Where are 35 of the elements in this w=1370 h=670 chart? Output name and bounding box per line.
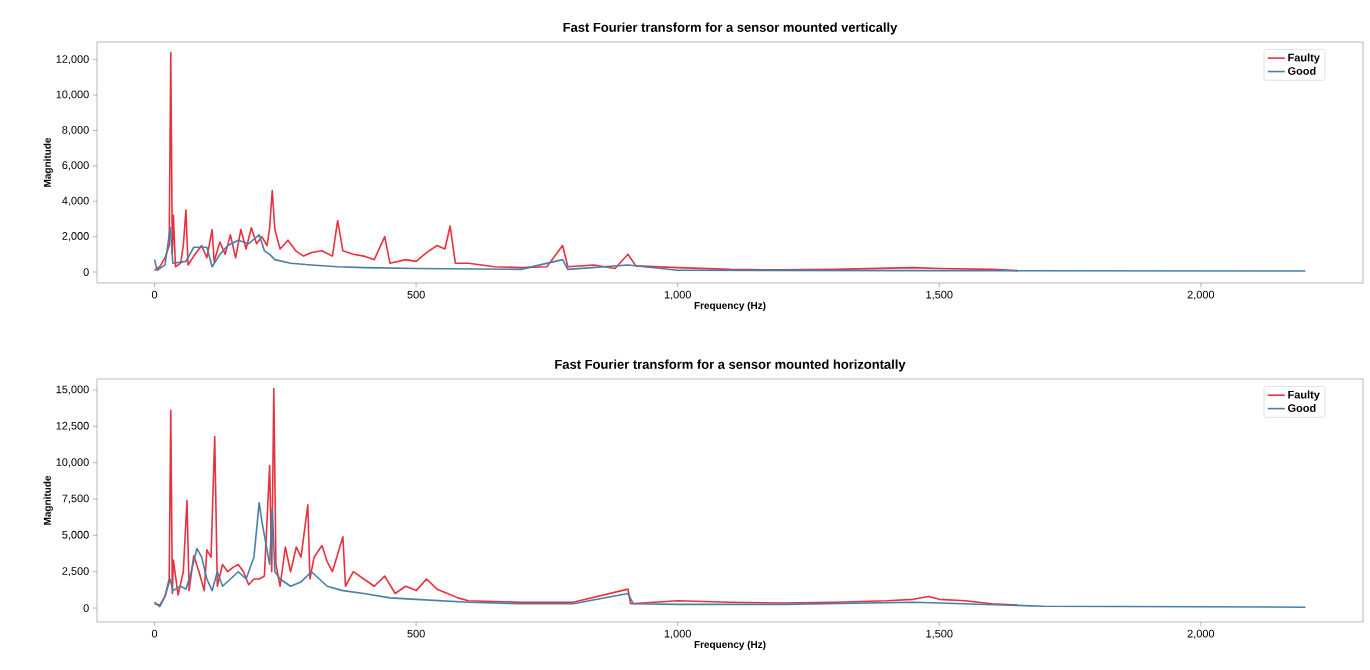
x-tick-label: 500	[407, 629, 425, 638]
legend-label: Good	[1288, 66, 1316, 75]
legend-label: Faulty	[1288, 390, 1320, 401]
x-tick-label: 0	[151, 629, 158, 638]
y-tick-label: 6,000	[62, 161, 89, 171]
legend-label: Good	[1288, 403, 1316, 412]
y-tick-label: 10,000	[56, 458, 89, 468]
y-tick-label: 4,000	[62, 196, 89, 206]
x-tick-label: 0	[151, 290, 158, 299]
x-tick-label: 1,500	[926, 629, 953, 639]
y-tick-label: 2,500	[62, 567, 89, 577]
y-tick-label: 2,000	[62, 232, 89, 242]
chart-title: Fast Fourier transform for a sensor mounted vertically	[563, 22, 898, 35]
x-tick-label: 1,000	[664, 290, 691, 300]
line-series	[153, 387, 1019, 606]
x-axis-title: Frequency (Hz)	[694, 640, 766, 650]
y-tick-label: 0	[83, 604, 89, 612]
y-tick-label: 5,000	[62, 530, 89, 540]
x-tick-label: 2,000	[1187, 629, 1215, 639]
y-tick-label: 0	[83, 268, 89, 276]
y-tick-label: 12,500	[56, 421, 89, 431]
legend-label: Faulty	[1288, 53, 1320, 64]
y-tick-label: 8,000	[62, 125, 89, 135]
x-tick-label: 1,000	[664, 629, 691, 639]
y-tick-label: 12,000	[56, 55, 89, 65]
y-axis-title: Magnitude	[43, 137, 53, 187]
y-tick-label: 7,500	[62, 494, 89, 504]
x-tick-label: 2,000	[1187, 290, 1215, 300]
y-tick-label: 10,000	[56, 90, 89, 100]
chart-title: Fast Fourier transform for a sensor mounted horizontally	[555, 359, 906, 372]
x-tick-label: 500	[407, 290, 425, 299]
y-tick-label: 15,000	[56, 385, 89, 395]
x-tick-label: 1,500	[926, 290, 953, 300]
x-axis-title: Frequency (Hz)	[694, 301, 766, 311]
y-axis-title: Magnitude	[43, 475, 53, 525]
